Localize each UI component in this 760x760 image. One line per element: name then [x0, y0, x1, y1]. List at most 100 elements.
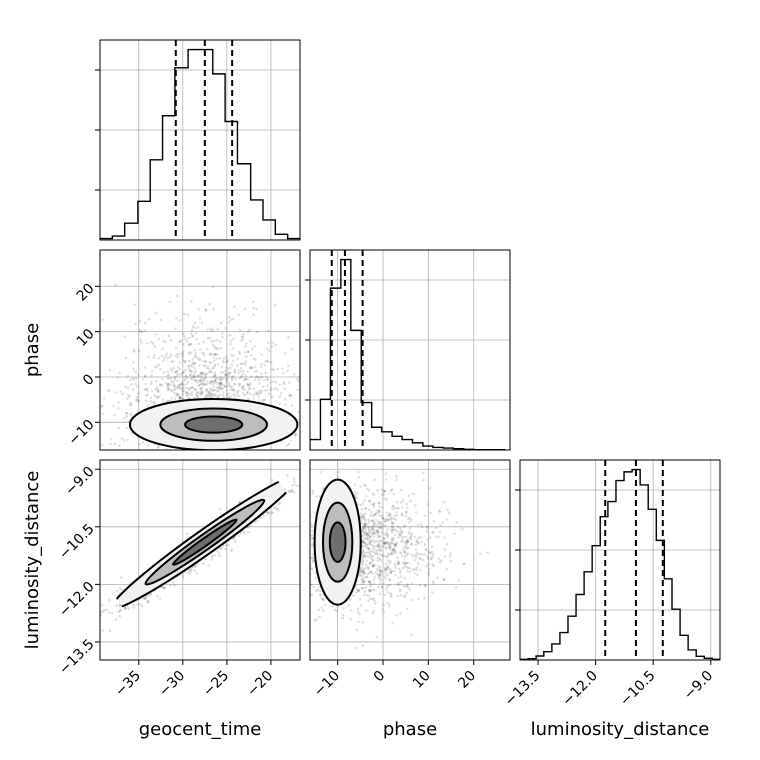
scatter-point: [238, 384, 241, 387]
scatter-point: [303, 461, 306, 464]
scatter-point: [202, 382, 206, 386]
scatter-point: [337, 470, 340, 474]
scatter-point: [390, 570, 393, 573]
scatter-point: [386, 542, 390, 545]
scatter-point: [438, 509, 441, 512]
scatter-point: [303, 348, 306, 351]
scatter-point: [114, 618, 118, 621]
scatter-point: [319, 592, 322, 596]
scatter-point: [230, 363, 234, 366]
scatter-point: [380, 554, 384, 557]
scatter-point: [182, 383, 186, 386]
scatter-point: [197, 475, 200, 478]
scatter-point: [288, 394, 292, 397]
scatter-point: [378, 534, 382, 538]
scatter-point: [131, 376, 135, 380]
scatter-point: [426, 557, 430, 560]
geocent-time-x-tick-label: −30: [156, 668, 188, 700]
scatter-point: [178, 396, 181, 399]
scatter-point: [208, 353, 212, 356]
scatter-point: [322, 487, 325, 490]
scatter-point: [396, 594, 400, 598]
scatter-point: [361, 534, 364, 537]
scatter-point: [295, 535, 298, 538]
scatter-point: [390, 538, 394, 542]
scatter-point: [225, 374, 228, 378]
scatter-point: [271, 341, 274, 344]
scatter-point: [260, 389, 263, 392]
scatter-point: [364, 524, 367, 528]
scatter-point: [136, 603, 140, 606]
scatter-point: [150, 380, 153, 384]
scatter-point: [246, 350, 250, 354]
scatter-point: [285, 500, 288, 503]
scatter-point: [425, 525, 429, 529]
scatter-point: [438, 560, 442, 564]
scatter-point: [231, 388, 234, 391]
scatter-point: [386, 533, 390, 537]
scatter-point: [200, 351, 204, 355]
scatter-point: [360, 574, 363, 578]
scatter-point: [404, 514, 408, 517]
scatter-point: [402, 584, 405, 588]
scatter-point: [105, 608, 109, 612]
scatter-point: [190, 300, 193, 303]
scatter-point: [392, 542, 396, 546]
scatter-point: [193, 371, 196, 374]
scatter-point: [213, 371, 216, 374]
scatter-point: [246, 330, 250, 334]
scatter-point: [362, 580, 366, 584]
scatter-point: [362, 576, 366, 579]
scatter-point: [227, 374, 230, 378]
scatter-point: [441, 520, 445, 524]
scatter-point: [303, 565, 306, 568]
scatter-point: [234, 377, 237, 381]
scatter-point: [385, 511, 389, 514]
scatter-point: [310, 533, 314, 537]
scatter-point: [382, 490, 386, 493]
scatter-point: [262, 514, 265, 518]
scatter-point: [402, 561, 406, 565]
geocent-time-x-tick-label: −20: [244, 668, 276, 700]
scatter-point: [463, 562, 467, 565]
scatter-point: [200, 386, 204, 390]
scatter-point: [384, 478, 388, 481]
scatter-point: [281, 367, 284, 371]
scatter-point: [144, 462, 147, 465]
scatter-point: [420, 525, 424, 529]
scatter-point: [409, 535, 412, 539]
scatter-point: [265, 375, 268, 378]
scatter-point: [297, 547, 300, 550]
scatter-point: [365, 593, 369, 597]
scatter-point: [388, 544, 392, 548]
scatter-point: [245, 391, 249, 395]
scatter-point: [130, 413, 133, 416]
scatter-point: [168, 377, 171, 380]
scatter-point: [391, 504, 395, 508]
scatter-point: [397, 533, 401, 537]
scatter-point: [410, 532, 414, 535]
scatter-point: [320, 606, 324, 609]
pair-geocent_time-luminosity_distance: [99, 459, 306, 661]
scatter-point: [384, 540, 387, 544]
scatter-point: [212, 375, 215, 379]
scatter-point: [394, 518, 397, 522]
phase-x-tick-label: 10: [410, 668, 434, 692]
scatter-point: [394, 528, 398, 532]
scatter-point: [176, 294, 179, 298]
scatter-point: [373, 532, 376, 535]
scatter-point: [363, 555, 366, 559]
scatter-point: [237, 534, 241, 538]
scatter-point: [269, 386, 273, 390]
scatter-point: [187, 569, 190, 572]
scatter-point: [207, 370, 211, 374]
scatter-point: [176, 355, 179, 359]
scatter-point: [221, 332, 224, 335]
luminosity-distance-y-tick-label: −13.5: [56, 636, 98, 678]
scatter-point: [107, 598, 111, 602]
scatter-point: [380, 514, 384, 518]
scatter-point: [222, 357, 226, 360]
scatter-point: [248, 387, 252, 390]
scatter-point: [226, 360, 229, 363]
scatter-point: [247, 397, 250, 401]
